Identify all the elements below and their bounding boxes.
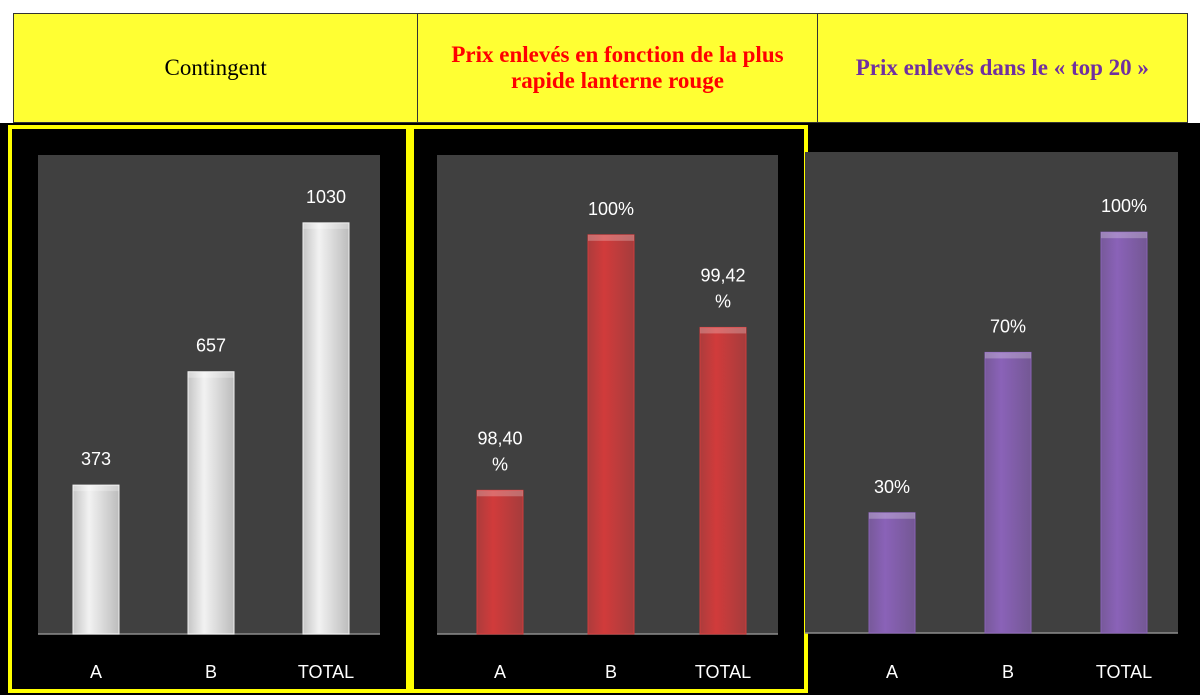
bar-bevel [869,512,915,519]
charts: 373 A 657 B 1030 TOTAL 98,40 % A 100% B 99,42 % TOTAL… [0,123,1200,695]
bar-bevel [985,352,1031,359]
bar [699,326,747,635]
data-label: 373 [81,449,111,469]
bar-bevel [588,234,634,241]
data-label: 99,42% [700,265,745,311]
bar [476,489,524,635]
bar [587,234,635,635]
bar-bevel [1101,232,1147,239]
data-label: 100% [1101,196,1147,216]
bar [302,222,350,635]
x-tick-label: B [605,662,617,682]
bar-bevel [477,490,523,497]
x-tick-label: A [90,662,102,682]
data-label: 30% [874,477,910,497]
bar [984,351,1032,634]
data-label: 98,40% [477,428,522,474]
data-label: 657 [196,336,226,356]
x-tick-label: B [205,662,217,682]
x-tick-label: TOTAL [695,662,751,682]
bar [1100,231,1148,634]
header-cell: Contingent [14,14,419,122]
data-label: 1030 [306,187,346,207]
data-label: 100% [588,199,634,219]
bar-bevel [700,327,746,334]
x-tick-label: A [886,662,898,682]
x-tick-label: A [494,662,506,682]
bar-bevel [188,371,234,378]
x-tick-label: TOTAL [298,662,354,682]
header-row: Contingent Prix enlevés en fonction de l… [13,13,1188,123]
bar [868,512,916,634]
bar [187,371,235,635]
panel-border [8,125,410,693]
x-tick-label: TOTAL [1096,662,1152,682]
bar-bevel [73,485,119,492]
header-cell: Prix enlevés dans le « top 20 » [855,55,1149,80]
bar-bevel [303,222,349,229]
bar [72,484,120,635]
data-label: 70% [990,316,1026,336]
header-cell: Prix enlevés en fonction de la plus rapi… [418,14,818,122]
x-tick-label: B [1002,662,1014,682]
